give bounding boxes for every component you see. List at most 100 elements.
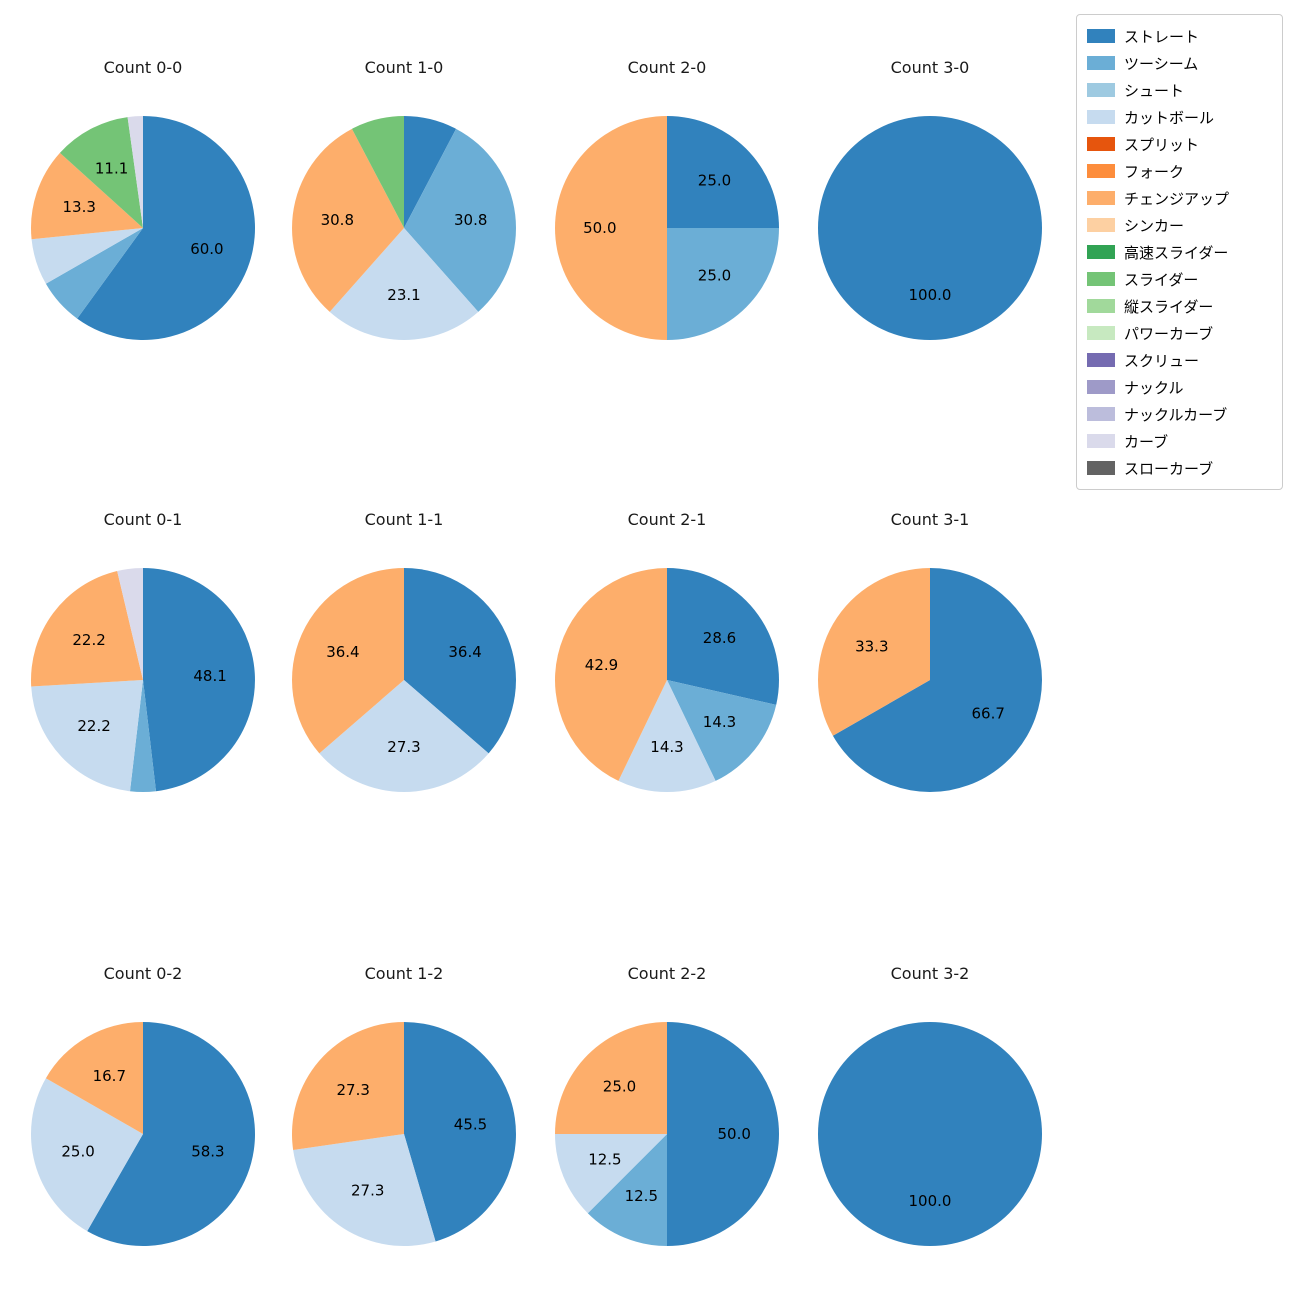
pie-slice-ツーシーム xyxy=(45,228,143,319)
pie-title: Count 3-1 xyxy=(890,510,970,529)
pie-chart: 48.1 22.2 22.2 xyxy=(31,568,255,792)
pie-title: Count 1-2 xyxy=(364,964,444,983)
legend-swatch xyxy=(1087,434,1115,448)
pie-slice-チェンジアップ xyxy=(45,1022,143,1134)
pie-percent-label: 27.3 xyxy=(336,1081,369,1099)
pie-slice-ツーシーム xyxy=(667,680,777,781)
pie-slice-ストレート xyxy=(818,1022,1042,1246)
legend-label: スクリュー xyxy=(1124,351,1200,370)
pie-slice-チェンジアップ xyxy=(818,568,930,736)
pie-chart: 28.6 14.3 14.3 42.9 xyxy=(555,568,779,792)
pie-subplot: Count 2-2 50.0 12.5 12.5 25.0 xyxy=(547,962,787,1258)
legend-swatch xyxy=(1087,326,1115,340)
pie-percent-label: 12.5 xyxy=(625,1187,658,1205)
legend-swatch xyxy=(1087,461,1115,475)
pie-percent-label: 50.0 xyxy=(583,219,616,237)
pie-slice-ストレート xyxy=(404,568,516,754)
legend-label: カーブ xyxy=(1124,432,1169,451)
legend-label: シュート xyxy=(1124,81,1185,100)
legend-label: スライダー xyxy=(1124,270,1199,289)
pie-slice-チェンジアップ xyxy=(31,571,143,687)
legend-item: 縦スライダー xyxy=(1087,295,1272,317)
pie-chart: 100.0 xyxy=(818,116,1042,340)
pie-subplot: Count 1-1 36.4 27.3 36.4 xyxy=(284,508,524,804)
pie-title: Count 0-0 xyxy=(103,58,183,77)
pie-percent-label: 45.5 xyxy=(454,1115,487,1133)
pie-slice-ストレート xyxy=(77,116,256,340)
pie-slice-ストレート xyxy=(667,1022,779,1246)
legend-swatch xyxy=(1087,191,1115,205)
pie-slice-カーブ xyxy=(117,568,143,680)
pie-subplot: Count 3-2 100.0 xyxy=(810,962,1050,1258)
pie-slice-カットボール xyxy=(293,1134,436,1246)
pie-chart: 30.8 23.1 30.8 xyxy=(292,116,516,340)
pie-title: Count 0-2 xyxy=(103,964,183,983)
pie-slice-カットボール xyxy=(31,680,143,792)
legend-swatch xyxy=(1087,56,1115,70)
legend-swatch xyxy=(1087,353,1115,367)
pie-percent-label: 36.4 xyxy=(326,643,359,661)
pie-percent-label: 25.0 xyxy=(698,267,731,285)
pie-chart: 60.0 13.3 11.1 xyxy=(31,116,256,340)
pie-slice-ストレート xyxy=(143,568,255,792)
pie-percent-label: 100.0 xyxy=(909,286,952,304)
pie-percent-label: 27.3 xyxy=(387,738,420,756)
legend-label: ツーシーム xyxy=(1124,54,1199,73)
legend-item: カーブ xyxy=(1087,430,1272,452)
legend-item: スプリット xyxy=(1087,133,1272,155)
legend-label: 縦スライダー xyxy=(1124,297,1214,316)
pie-title: Count 3-0 xyxy=(890,58,970,77)
legend-item: フォーク xyxy=(1087,160,1272,182)
pie-chart: 36.4 27.3 36.4 xyxy=(292,568,516,792)
pie-subplot: Count 3-1 66.7 33.3 xyxy=(810,508,1050,804)
pie-slice-ストレート xyxy=(832,568,1042,792)
pie-percent-label: 50.0 xyxy=(717,1125,750,1143)
legend-label: チェンジアップ xyxy=(1124,189,1230,208)
pie-slice-スライダー xyxy=(351,116,404,228)
pie-percent-label: 100.0 xyxy=(909,1192,952,1210)
legend-item: ナックルカーブ xyxy=(1087,403,1272,425)
pie-percent-label: 28.6 xyxy=(703,629,736,647)
legend-label: ナックル xyxy=(1124,378,1184,397)
pie-slice-カットボール xyxy=(329,228,479,340)
pie-chart: 45.5 27.3 27.3 xyxy=(291,1022,516,1246)
legend-item: チェンジアップ xyxy=(1087,187,1272,209)
pie-slice-カットボール xyxy=(319,680,489,792)
pie-percent-label: 66.7 xyxy=(971,705,1004,723)
pie-slice-カットボール xyxy=(555,1134,667,1214)
pie-percent-label: 23.1 xyxy=(387,286,420,304)
pie-percent-label: 14.3 xyxy=(650,738,683,756)
pie-slice-ツーシーム xyxy=(667,228,779,340)
pie-percent-label: 27.3 xyxy=(351,1182,384,1200)
legend-swatch xyxy=(1087,29,1115,43)
legend-swatch xyxy=(1087,407,1115,421)
pie-slice-ストレート xyxy=(667,116,779,228)
pie-percent-label: 30.8 xyxy=(454,211,487,229)
pie-chart: 58.3 25.0 16.7 xyxy=(31,1022,256,1246)
pie-slice-カットボール xyxy=(31,1078,144,1232)
pie-slice-ストレート xyxy=(404,116,457,228)
legend-item: ナックル xyxy=(1087,376,1272,398)
legend-label: ストレート xyxy=(1124,27,1200,46)
pie-title: Count 0-1 xyxy=(103,510,183,529)
pie-subplot: Count 1-2 45.5 27.3 27.3 xyxy=(284,962,524,1258)
pie-percent-label: 14.3 xyxy=(703,713,736,731)
legend-swatch xyxy=(1087,110,1115,124)
pie-slice-チェンジアップ xyxy=(292,568,404,754)
pie-percent-label: 13.3 xyxy=(62,198,95,216)
pie-percent-label: 22.2 xyxy=(72,631,105,649)
pie-slice-チェンジアップ xyxy=(555,1022,667,1134)
legend-swatch xyxy=(1087,245,1115,259)
pie-title: Count 1-0 xyxy=(364,58,444,77)
pie-percent-label: 60.0 xyxy=(190,240,223,258)
legend-item: スローカーブ xyxy=(1087,457,1272,479)
pie-percent-label: 48.1 xyxy=(193,667,226,685)
pie-title: Count 1-1 xyxy=(364,510,444,529)
pie-slice-ツーシーム xyxy=(404,128,516,312)
pie-percent-label: 25.0 xyxy=(698,172,731,190)
legend-item: スライダー xyxy=(1087,268,1272,290)
legend-label: スプリット xyxy=(1124,135,1200,154)
legend-item: スクリュー xyxy=(1087,349,1272,371)
legend-label: 高速スライダー xyxy=(1124,243,1229,262)
pie-slice-ストレート xyxy=(87,1022,256,1246)
